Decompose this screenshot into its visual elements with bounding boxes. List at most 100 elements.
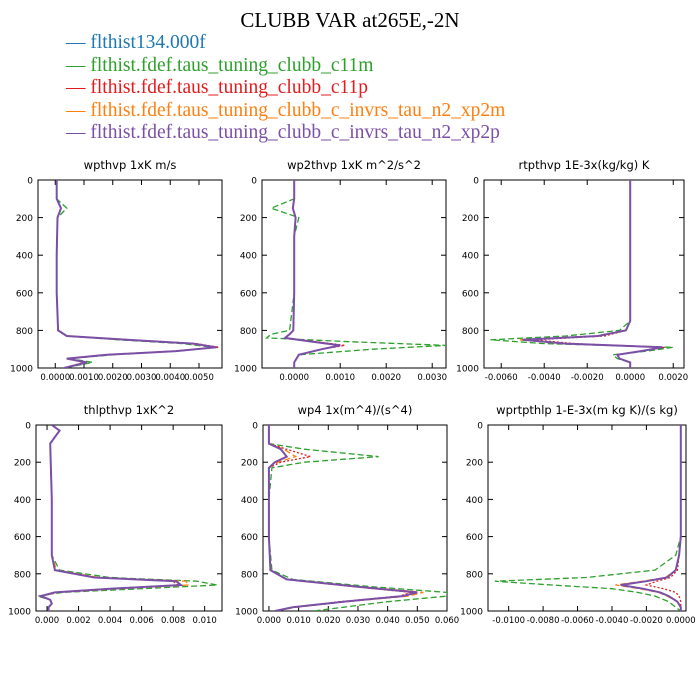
series-line xyxy=(615,425,682,611)
y-tick-label: 200 xyxy=(14,459,31,469)
y-tick-label: 400 xyxy=(466,496,483,506)
subplot: thlpthvp 1xK^2 0 200 400 600 800 1000 0.000 0.00… xyxy=(8,403,223,626)
y-tick-label: 1000 xyxy=(460,608,483,618)
x-tick-label: 0.0000 xyxy=(279,373,309,383)
subplot: wprtpthlp 1-E-3x(m kg K)/(s kg) 0 200 400 60… xyxy=(460,403,696,626)
x-tick-label: 0.0040 xyxy=(155,373,185,383)
plot-frame xyxy=(262,424,448,612)
y-tick-label: 600 xyxy=(240,289,257,299)
series-line xyxy=(620,425,682,611)
series-line xyxy=(268,425,424,611)
legend-label: flthist.fdef.taus_tuning_clubb_c_invrs_t… xyxy=(90,122,500,143)
series-line xyxy=(264,180,446,368)
x-tick-label: 0.000 xyxy=(35,616,59,626)
x-tick-label: -0.0040 xyxy=(528,373,561,383)
x-tick-label: 0.000 xyxy=(257,616,281,626)
subplot-title: wp2thvp 1xK m^2/s^2 xyxy=(287,158,421,172)
legend: — flthist134.000f — flthist.fdef.taus_tu… xyxy=(66,32,505,145)
plot-frame xyxy=(483,179,685,369)
series-line xyxy=(268,425,447,611)
y-tick-label: 0 xyxy=(473,177,479,187)
series-line xyxy=(533,180,665,368)
x-tick-label: 0.040 xyxy=(375,616,399,626)
y-tick-label: 0 xyxy=(27,177,33,187)
y-tick-label: 800 xyxy=(241,570,258,580)
y-tick-label: 800 xyxy=(240,327,257,337)
y-tick-label: 600 xyxy=(14,533,31,543)
subplot-title: wp4 1x(m^4)/(s^4) xyxy=(298,403,413,417)
series-line xyxy=(38,425,191,611)
y-tick-label: 200 xyxy=(466,459,483,469)
series-line xyxy=(522,180,663,368)
y-tick-label: 800 xyxy=(14,570,31,580)
x-tick-label: -0.0020 xyxy=(571,373,604,383)
x-tick-label: 0.0010 xyxy=(69,373,99,383)
x-tick-label: -0.0080 xyxy=(527,616,560,626)
series-line xyxy=(55,180,217,368)
y-tick-label: 0 xyxy=(25,422,31,432)
legend-dash: — xyxy=(66,77,91,98)
x-tick-label: -0.0040 xyxy=(596,616,629,626)
y-tick-label: 400 xyxy=(14,496,31,506)
series-line xyxy=(38,425,180,611)
legend-item: — flthist.fdef.taus_tuning_clubb_c_invrs… xyxy=(66,100,505,123)
x-tick-label: 0.006 xyxy=(129,616,153,626)
subplot: rtpthvp 1E-3x(kg/kg) K02004006008001000-… xyxy=(456,158,688,383)
x-tick-label: 0.010 xyxy=(192,616,216,626)
x-tick-label: 0.002 xyxy=(66,616,90,626)
y-tick-label: 800 xyxy=(16,327,33,337)
y-tick-label: 0 xyxy=(251,177,257,187)
series-line xyxy=(490,180,674,368)
x-tick-label: 0.0020 xyxy=(98,373,128,383)
legend-label: flthist.fdef.taus_tuning_clubb_c11p xyxy=(90,77,369,98)
series-line xyxy=(37,425,218,611)
series-line xyxy=(37,425,184,611)
y-tick-label: 0 xyxy=(252,422,258,432)
x-tick-label: -0.0020 xyxy=(630,616,663,626)
legend-item: — flthist.fdef.taus_tuning_clubb_c_invrs… xyxy=(66,122,505,145)
y-tick-label: 0 xyxy=(477,422,483,432)
y-tick-label: 400 xyxy=(241,496,258,506)
y-tick-label: 1000 xyxy=(8,608,31,618)
legend-dash: — xyxy=(66,99,91,121)
y-tick-label: 200 xyxy=(241,459,258,469)
x-tick-label: 0.0000 xyxy=(666,616,696,626)
y-tick-label: 600 xyxy=(241,533,258,543)
series-line xyxy=(494,425,682,611)
legend-item: — flthist.fdef.taus_tuning_clubb_c11m xyxy=(66,55,505,78)
y-tick-label: 600 xyxy=(16,289,33,299)
legend-label: flthist134.000f xyxy=(90,32,206,53)
y-tick-label: 400 xyxy=(16,252,33,262)
subplot-title: wpthvp 1xK m/s xyxy=(84,158,177,172)
legend-dash: — xyxy=(66,54,91,76)
plot-frame xyxy=(261,179,447,369)
x-tick-label: 0.020 xyxy=(316,616,340,626)
y-tick-label: 400 xyxy=(240,252,257,262)
figure-title: CLUBB VAR at265E,-2N xyxy=(240,8,460,32)
x-tick-label: 0.050 xyxy=(405,616,429,626)
x-tick-label: 0.004 xyxy=(98,616,122,626)
y-tick-label: 800 xyxy=(466,570,483,580)
subplot-title: wprtpthlp 1-E-3x(m kg K)/(s kg) xyxy=(496,403,678,417)
x-tick-label: 0.0050 xyxy=(184,373,214,383)
x-tick-label: 0.010 xyxy=(286,616,310,626)
y-tick-label: 600 xyxy=(462,289,479,299)
x-tick-label: 0.0010 xyxy=(325,373,355,383)
y-tick-label: 1000 xyxy=(10,365,33,375)
series-line xyxy=(268,425,412,611)
plot-frame xyxy=(487,424,687,612)
y-tick-label: 200 xyxy=(462,214,479,224)
y-tick-label: 1000 xyxy=(456,365,479,375)
subplot: wp2thvp 1xK m^2/s^2 0 200 400 600 800 1000 0.00… xyxy=(234,158,447,383)
legend-label: flthist.fdef.taus_tuning_clubb_c_invrs_t… xyxy=(90,99,506,121)
series-line xyxy=(267,425,418,611)
x-tick-label: -0.0060 xyxy=(561,616,594,626)
y-tick-label: 600 xyxy=(466,533,483,543)
legend-label: flthist.fdef.taus_tuning_clubb_c11m xyxy=(90,54,374,76)
plot-frame xyxy=(37,179,223,369)
series-line xyxy=(522,180,663,368)
x-tick-label: 0.0030 xyxy=(417,373,447,383)
